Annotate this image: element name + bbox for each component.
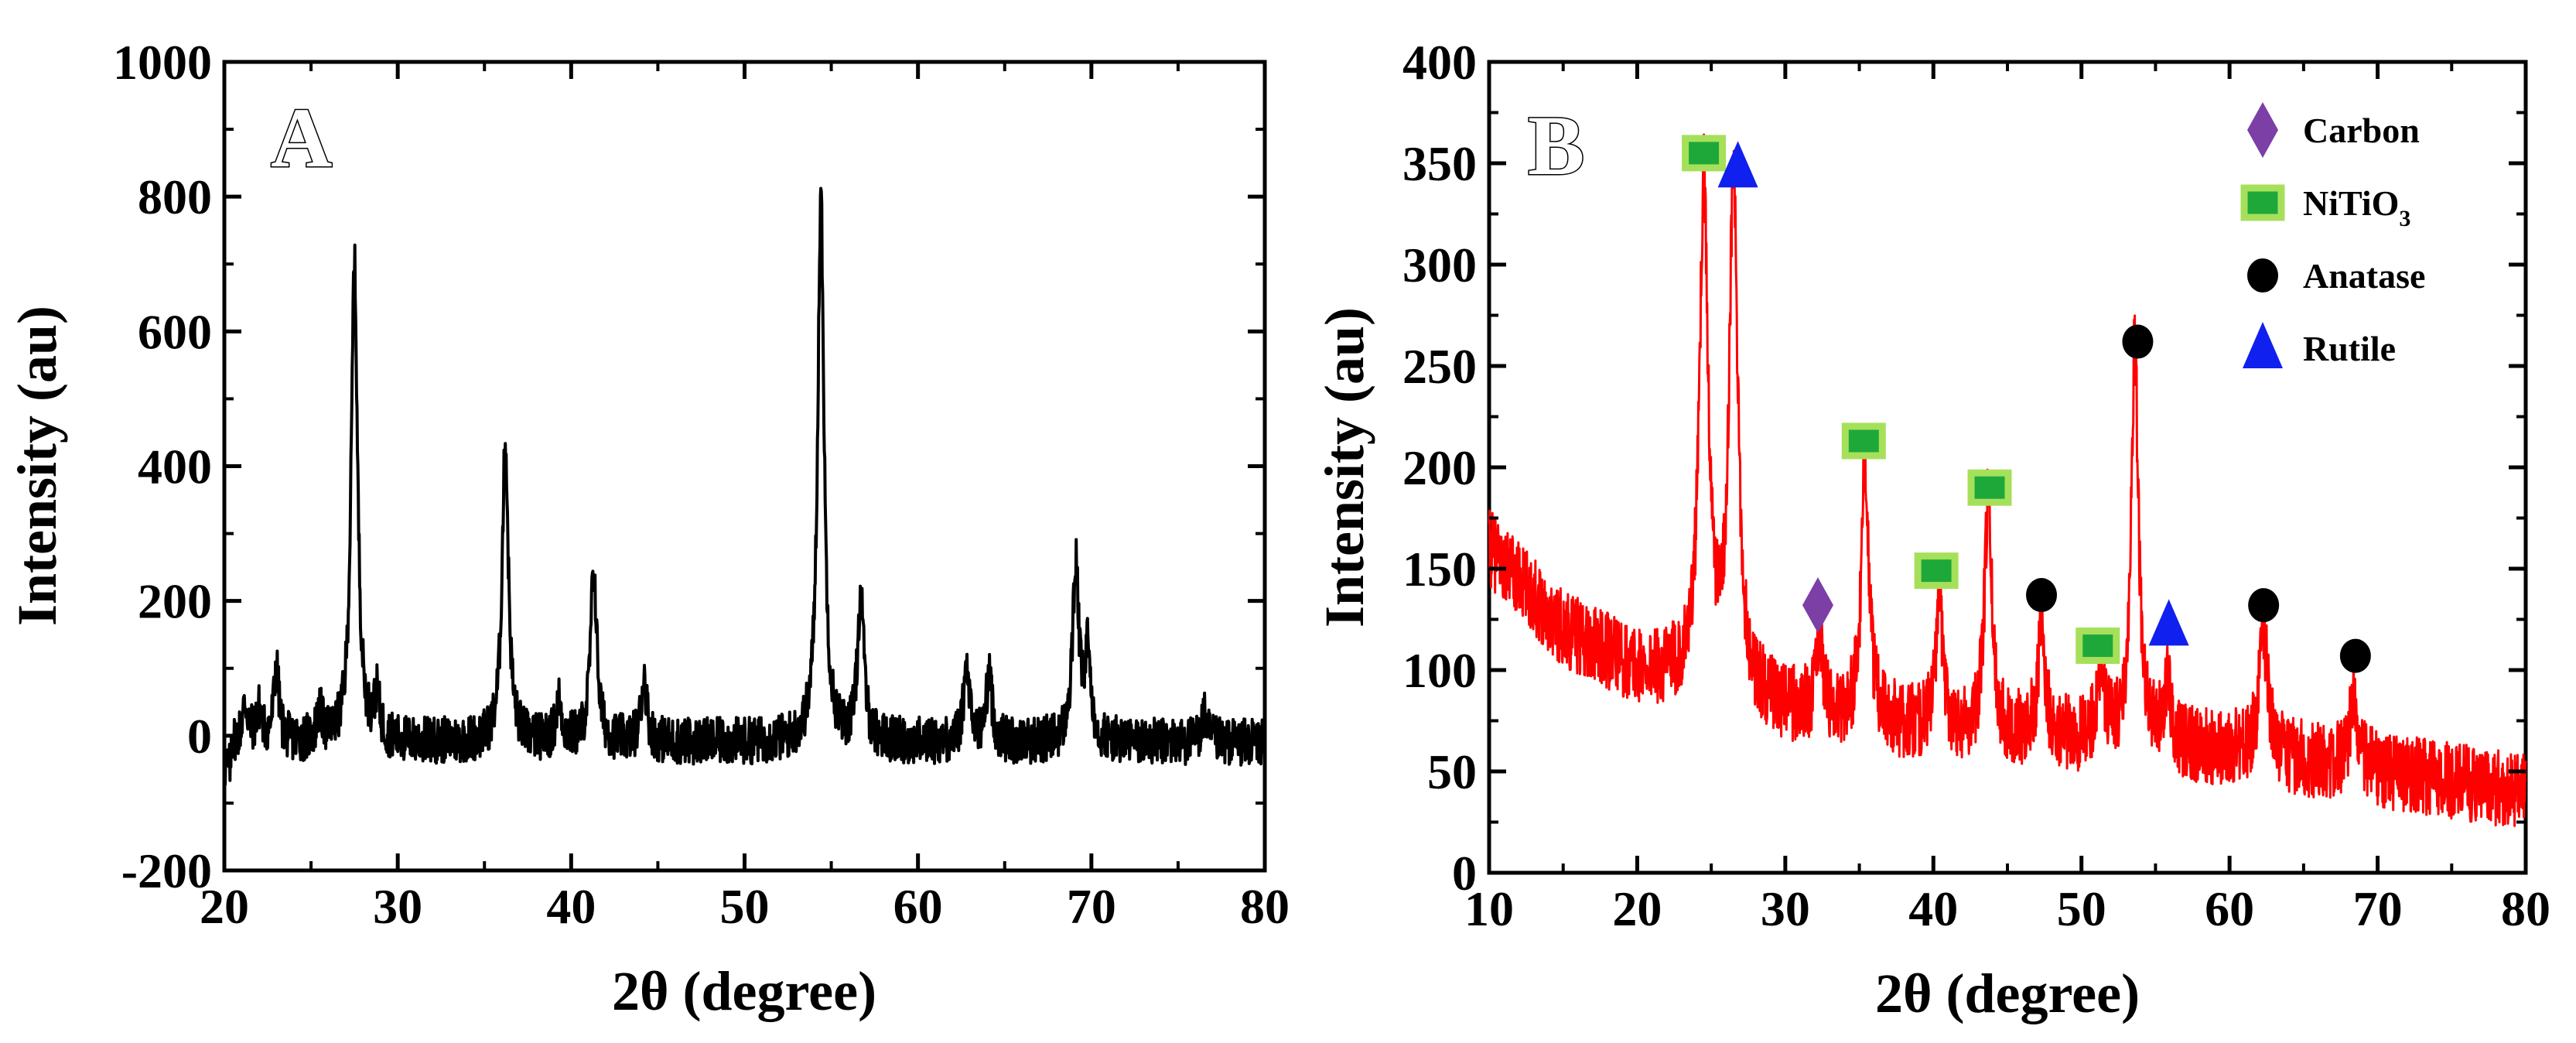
x-axis-label-a: 2θ (degree) [612, 960, 876, 1022]
y-tick-label: -200 [121, 843, 212, 898]
legend-label-text: Anatase [2303, 256, 2425, 296]
series-a [223, 186, 1266, 786]
marker-nitio3 [1967, 469, 2012, 506]
panel-label-b: B [1528, 98, 1584, 193]
x-tick-label: 70 [1067, 879, 1116, 934]
y-axis-label-a: Intensity (au) [6, 306, 68, 626]
x-tick-label: 70 [2353, 881, 2403, 936]
marker-carbon [1802, 577, 1833, 634]
y-tick-label: 150 [1402, 542, 1477, 597]
y-tick-label: 600 [138, 304, 212, 359]
legend-label-text: NiTiO [2303, 183, 2399, 223]
y-tick-label: 200 [1402, 440, 1477, 495]
phase-markers-b [1682, 135, 2371, 673]
y-tick-label: 200 [138, 574, 212, 629]
y-tick-label: 350 [1402, 136, 1477, 191]
x-tick-label: 10 [1464, 881, 1514, 936]
y-tick-label: 800 [138, 169, 212, 224]
x-tick-label: 30 [1761, 881, 1810, 936]
series-line-b [1488, 133, 2527, 827]
marker-anatase [2248, 588, 2280, 623]
y-tick-label: 50 [1427, 744, 1477, 799]
y-tick-label: 400 [138, 439, 212, 494]
x-tick-label: 20 [1612, 881, 1662, 936]
x-tick-label: 40 [1908, 881, 1958, 936]
legend-b: Carbon NiTiO3 Anatase Rutile [2240, 102, 2425, 368]
marker-nitio3 [1914, 552, 1959, 590]
x-tick-label: 60 [2205, 881, 2254, 936]
series-b [1488, 133, 2527, 827]
ticks-b: 10 20 30 40 50 60 70 80 0 50 100 150 200 250 300 350 400 [1402, 35, 2550, 936]
y-tick-label: 0 [1452, 846, 1477, 901]
legend-label-subscript: 3 [2399, 206, 2410, 231]
legend-label-anatase: Anatase [2303, 256, 2425, 296]
y-tick-label: 250 [1402, 339, 1477, 394]
marker-rutile [2148, 599, 2189, 646]
legend-label-text: Rutile [2303, 329, 2396, 368]
x-tick-label: 40 [546, 879, 596, 934]
marker-nitio3 [2075, 628, 2120, 665]
x-tick-label: 80 [1240, 879, 1290, 934]
y-tick-label: 400 [1402, 35, 1477, 90]
y-axis-label-b: Intensity (au) [1314, 307, 1375, 628]
marker-nitio3 [1841, 422, 1886, 460]
y-tick-label: 100 [1402, 643, 1477, 698]
legend-marker-carbon [2247, 102, 2278, 158]
legend-marker-anatase [2247, 258, 2278, 292]
ticks-a: 20 30 40 50 60 70 80 -200 0 200 400 600 800 1000 [113, 35, 1290, 934]
x-tick-label: 80 [2501, 881, 2550, 936]
marker-anatase [2339, 638, 2371, 673]
y-tick-label: 0 [187, 709, 212, 764]
legend-marker-nitio3 [2240, 184, 2285, 221]
x-tick-label: 60 [893, 879, 943, 934]
legend-label-text: Carbon [2303, 111, 2420, 150]
marker-anatase [2122, 324, 2154, 359]
marker-rutile [1717, 141, 1758, 188]
chart-panel-b: 10 20 30 40 50 60 70 80 0 50 100 150 200 250 300 350 400… [1314, 35, 2550, 1024]
y-tick-label: 300 [1402, 238, 1477, 292]
x-tick-label: 30 [373, 879, 422, 934]
marker-anatase [2026, 578, 2058, 613]
y-tick-label: 1000 [113, 35, 212, 90]
marker-nitio3 [1682, 135, 1727, 172]
x-axis-label-b: 2θ (degree) [1875, 963, 2140, 1024]
x-tick-label: 50 [720, 879, 770, 934]
x-tick-label: 50 [2057, 881, 2106, 936]
series-line-a [223, 186, 1266, 786]
legend-label-carbon: Carbon [2303, 111, 2420, 150]
legend-label-rutile: Rutile [2303, 329, 2396, 368]
panel-label-a: A [271, 91, 332, 185]
chart-panel-a: 20 30 40 50 60 70 80 -200 0 200 400 600 800 1000 A 2θ… [6, 35, 1290, 1022]
legend-marker-rutile [2243, 322, 2283, 368]
x-tick-label: 20 [200, 879, 249, 934]
legend-label-nitio3: NiTiO3 [2303, 183, 2410, 231]
